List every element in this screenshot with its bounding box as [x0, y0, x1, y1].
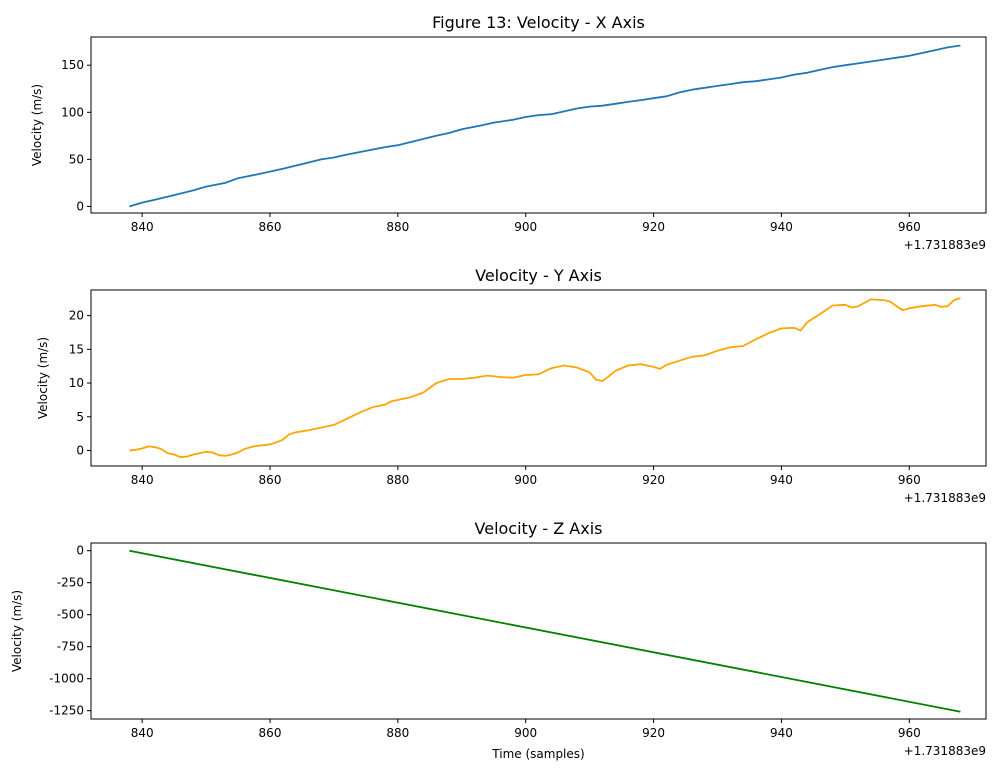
subplot-y-velocity: 840 860 880 900 920 940 960 0 5 10 15 20 Velocity - …: [36, 266, 987, 505]
y-axis-label: Velocity (m/s): [30, 84, 44, 166]
y-axis-label: Velocity (m/s): [10, 590, 24, 672]
x-tick-label: 860: [259, 220, 282, 234]
x-tick-label: 920: [642, 726, 665, 740]
x-tick-label: 840: [131, 473, 154, 487]
subplot-x-velocity: 840 860 880 900 920 940 960 0 50 100 150 Figure 13:…: [30, 13, 987, 252]
y-tick-label: 0: [76, 443, 84, 457]
x-tick-label: 880: [386, 220, 409, 234]
y-tick-label: 0: [76, 544, 84, 558]
x-offset-label: +1.731883e9: [904, 744, 986, 758]
x-offset-label: +1.731883e9: [904, 238, 986, 252]
x-tick-label: 880: [386, 473, 409, 487]
y-tick-label: -500: [57, 608, 84, 622]
x-tick-label: 960: [898, 726, 921, 740]
x-tick-label: 840: [131, 726, 154, 740]
x-tick-label: 960: [898, 473, 921, 487]
x-tick-label: 920: [642, 473, 665, 487]
y-tick-label: 0: [76, 199, 84, 213]
series-line: [129, 44, 961, 208]
plot-frame: [90, 36, 987, 214]
subplot-z-velocity: 840 860 880 900 920 940 960 0 -250 -500 -750 -1000 -…: [10, 519, 987, 761]
x-tick-label: 900: [514, 220, 537, 234]
x-tick-label: 940: [770, 726, 793, 740]
y-tick-label: -250: [57, 576, 84, 590]
y-tick-label: 10: [69, 376, 84, 390]
x-tick-label: 860: [259, 473, 282, 487]
y-tick-label: 5: [76, 410, 84, 424]
y-tick-label: 150: [61, 58, 84, 72]
x-tick-label: 880: [386, 726, 409, 740]
y-tick-label: 50: [69, 152, 84, 166]
x-tick-label: 940: [770, 473, 793, 487]
x-tick-label: 940: [770, 220, 793, 234]
x-tick-label: 860: [259, 726, 282, 740]
y-tick-label: -1000: [49, 672, 84, 686]
chart-title: Figure 13: Velocity - X Axis: [432, 13, 645, 32]
y-axis-label: Velocity (m/s): [36, 337, 50, 419]
x-tick-label: 840: [131, 220, 154, 234]
series-line: [129, 549, 961, 713]
y-tick-label: 15: [69, 342, 84, 356]
plot-frame: [90, 289, 987, 467]
y-tick-label: -1250: [49, 704, 84, 718]
y-tick-label: -750: [57, 640, 84, 654]
x-tick-label: 900: [514, 473, 537, 487]
x-axis-label: Time (samples): [491, 747, 584, 761]
x-offset-label: +1.731883e9: [904, 491, 986, 505]
chart-title: Velocity - Z Axis: [475, 519, 603, 538]
plot-frame: [90, 542, 987, 720]
y-tick-label: 20: [69, 309, 84, 323]
y-tick-label: 100: [61, 105, 84, 119]
x-tick-label: 900: [514, 726, 537, 740]
x-tick-label: 960: [898, 220, 921, 234]
x-tick-label: 920: [642, 220, 665, 234]
series-line: [129, 297, 961, 459]
chart-title: Velocity - Y Axis: [475, 266, 602, 285]
